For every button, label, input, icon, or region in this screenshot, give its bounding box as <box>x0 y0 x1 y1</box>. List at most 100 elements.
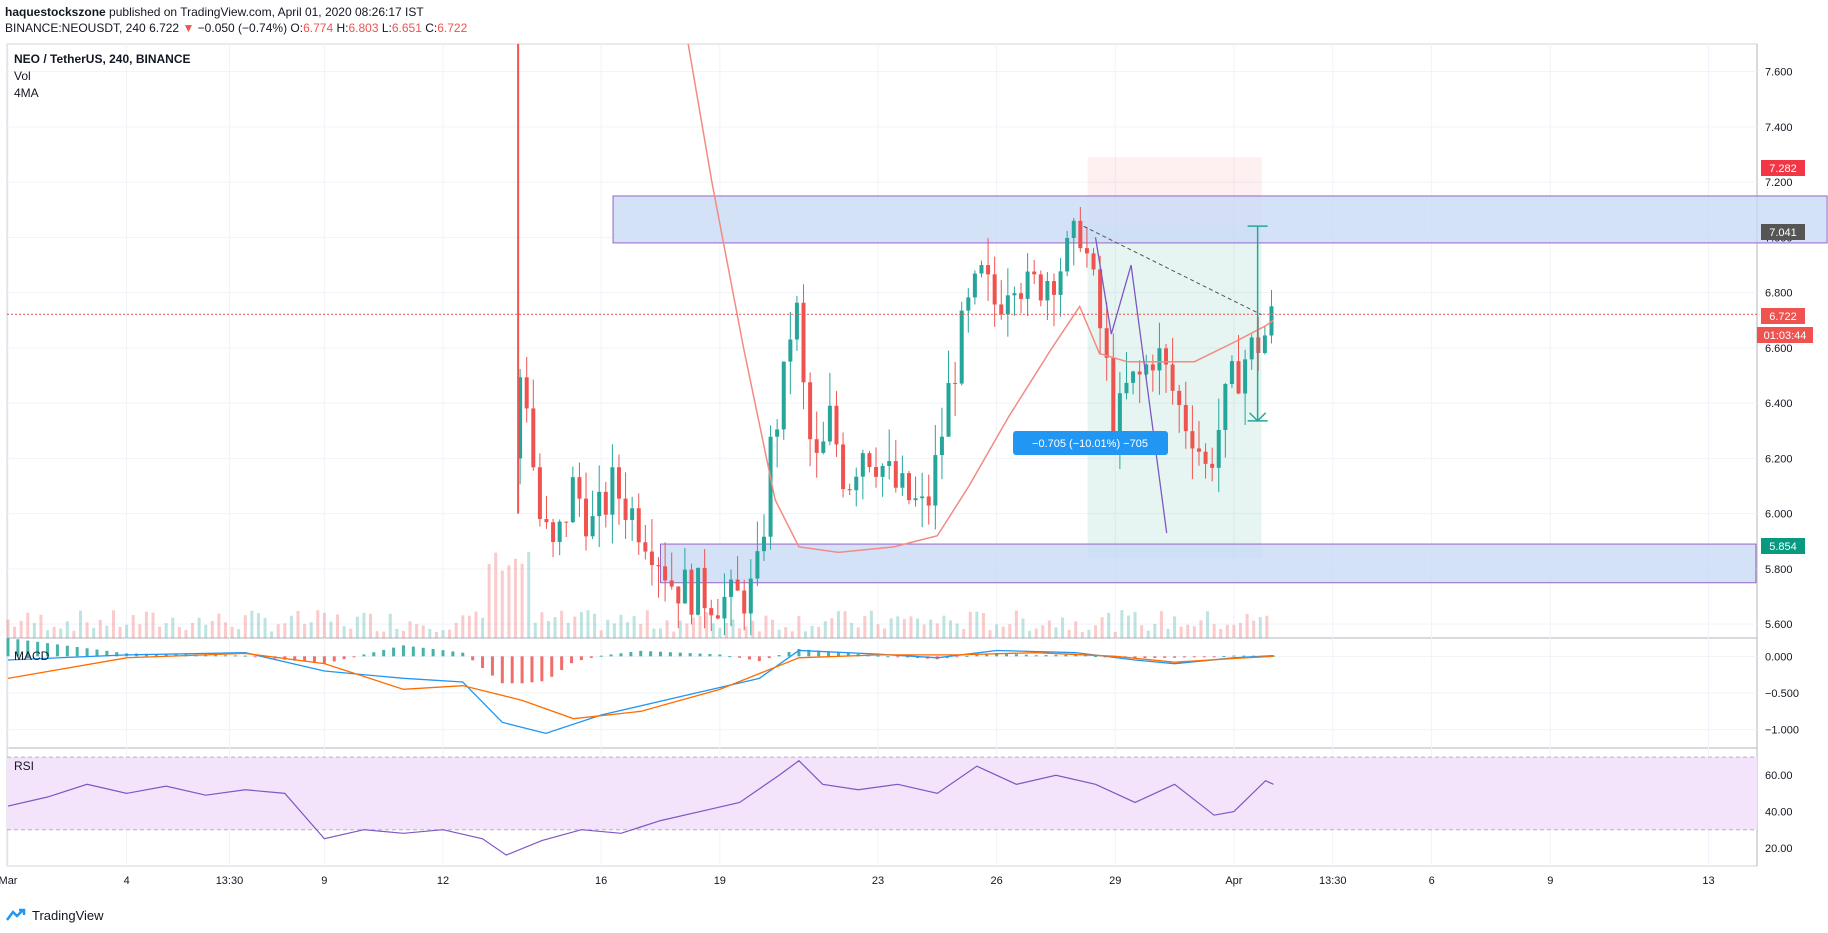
volume-bar <box>329 621 333 638</box>
volume-bar <box>606 619 610 638</box>
chart-canvas[interactable]: 7.6007.4007.2007.0006.8006.6006.4006.200… <box>0 0 1828 900</box>
candle-body <box>1170 364 1175 391</box>
volume-bar <box>804 631 807 638</box>
candle-body <box>570 477 575 523</box>
volume-bar <box>1054 627 1058 638</box>
candle-body <box>1025 271 1030 299</box>
volume-bar <box>1192 626 1196 638</box>
candle-body <box>584 498 589 537</box>
volume-bar <box>401 630 405 638</box>
candle-body <box>1144 364 1149 375</box>
tradingview-logo-icon[interactable] <box>6 908 26 922</box>
volume-bar <box>316 610 320 638</box>
macd-line <box>7 649 1274 735</box>
legend-ma[interactable]: 4MA <box>14 86 39 100</box>
candle-body <box>669 580 674 587</box>
rsi-tick-label: 20.00 <box>1765 843 1793 855</box>
macd-tick-label: −1.000 <box>1765 725 1799 737</box>
brand-name[interactable]: TradingView <box>32 907 104 923</box>
volume-bar <box>1014 610 1018 638</box>
volume-bar <box>797 615 801 638</box>
stop-price-tag <box>1761 160 1805 176</box>
ma-line <box>687 43 1274 554</box>
legend-symbol[interactable]: NEO / TetherUS, 240, BINANCE <box>14 52 191 66</box>
volume-bar <box>823 621 827 638</box>
candle-body <box>531 408 536 468</box>
candle-body <box>999 304 1004 315</box>
candle-body <box>590 516 595 537</box>
volume-bar <box>322 612 326 638</box>
macd-histogram-bar <box>46 643 50 657</box>
volume-bar <box>685 623 689 638</box>
y-tick-label: 6.800 <box>1765 288 1793 300</box>
projection-path <box>1094 237 1168 534</box>
candle-body <box>1012 293 1017 296</box>
legend-volume[interactable]: Vol <box>14 69 31 83</box>
macd-histogram-bar <box>767 656 771 659</box>
volume-bar <box>1074 621 1078 638</box>
candle-body <box>874 467 879 477</box>
macd-histogram-bar <box>579 656 583 661</box>
candle-body <box>794 302 799 340</box>
volume-bar <box>210 621 214 638</box>
x-tick-label: 9 <box>1547 875 1553 887</box>
candle-body <box>656 565 661 567</box>
candle-body <box>1183 405 1188 432</box>
sr-zone <box>612 195 1828 244</box>
publisher-name[interactable]: haquestockszone <box>5 5 106 19</box>
measure-label-box[interactable] <box>1013 431 1168 455</box>
candle-body <box>1065 237 1070 272</box>
rsi-tick-label: 40.00 <box>1765 807 1793 819</box>
volume-bar <box>751 620 755 638</box>
volume-bar <box>645 610 649 638</box>
volume-bar <box>6 619 10 638</box>
volume-bar <box>942 615 946 638</box>
candle-body <box>867 453 872 468</box>
x-tick-label: 6 <box>1429 875 1435 887</box>
zones <box>612 157 1828 584</box>
high-value: 6.803 <box>348 21 379 35</box>
candle-body <box>1078 220 1083 249</box>
volume-bar <box>579 611 583 638</box>
macd-histogram-bar <box>589 656 593 658</box>
macd-histogram-bar <box>451 651 455 657</box>
macd-histogram-bar <box>698 653 702 657</box>
volume-bar <box>1080 631 1084 638</box>
candle-body <box>1098 269 1103 329</box>
volume-bar <box>428 628 432 638</box>
y-tick-label: 5.800 <box>1765 564 1793 576</box>
candle-body <box>1104 328 1109 358</box>
macd-histogram-bar <box>896 656 900 658</box>
macd-histogram-bar <box>827 651 831 657</box>
volume-bar <box>230 626 234 638</box>
volume-bar <box>276 624 280 638</box>
candle-body <box>735 579 740 591</box>
x-tick-label: 12 <box>437 875 449 887</box>
volume-bar <box>1100 617 1104 638</box>
candle-body <box>814 439 819 453</box>
symbol-line: BINANCE:NEOUSDT, 240 <box>5 21 146 35</box>
volume-bar <box>632 616 636 638</box>
volume-bar <box>144 611 148 638</box>
volume-bar <box>1265 615 1269 638</box>
macd-histogram-bar <box>728 656 732 658</box>
chart-legend: NEO / TetherUS, 240, BINANCE Vol 4MA <box>14 51 190 102</box>
volume-bar <box>1133 611 1137 638</box>
volume-bar <box>1225 624 1229 638</box>
macd-histogram-bar <box>550 656 554 677</box>
candle-body <box>742 590 747 614</box>
volume-bar <box>1021 618 1025 638</box>
volume-bar <box>698 615 702 638</box>
candle-body <box>1058 271 1063 295</box>
candle-body <box>1203 451 1208 464</box>
volume-bar <box>355 616 359 638</box>
x-tick-label: 16 <box>595 875 607 887</box>
macd-histogram-bar <box>1143 656 1147 658</box>
chart-header: haquestockszone published on TradingView… <box>5 4 1005 38</box>
volume-bar <box>336 614 340 638</box>
volume-bar <box>527 552 531 638</box>
volume-bar <box>500 570 504 638</box>
macd-histogram-bar <box>421 647 425 657</box>
macd-histogram-bar <box>352 656 356 658</box>
down-arrow-icon: ▼ <box>182 21 195 35</box>
